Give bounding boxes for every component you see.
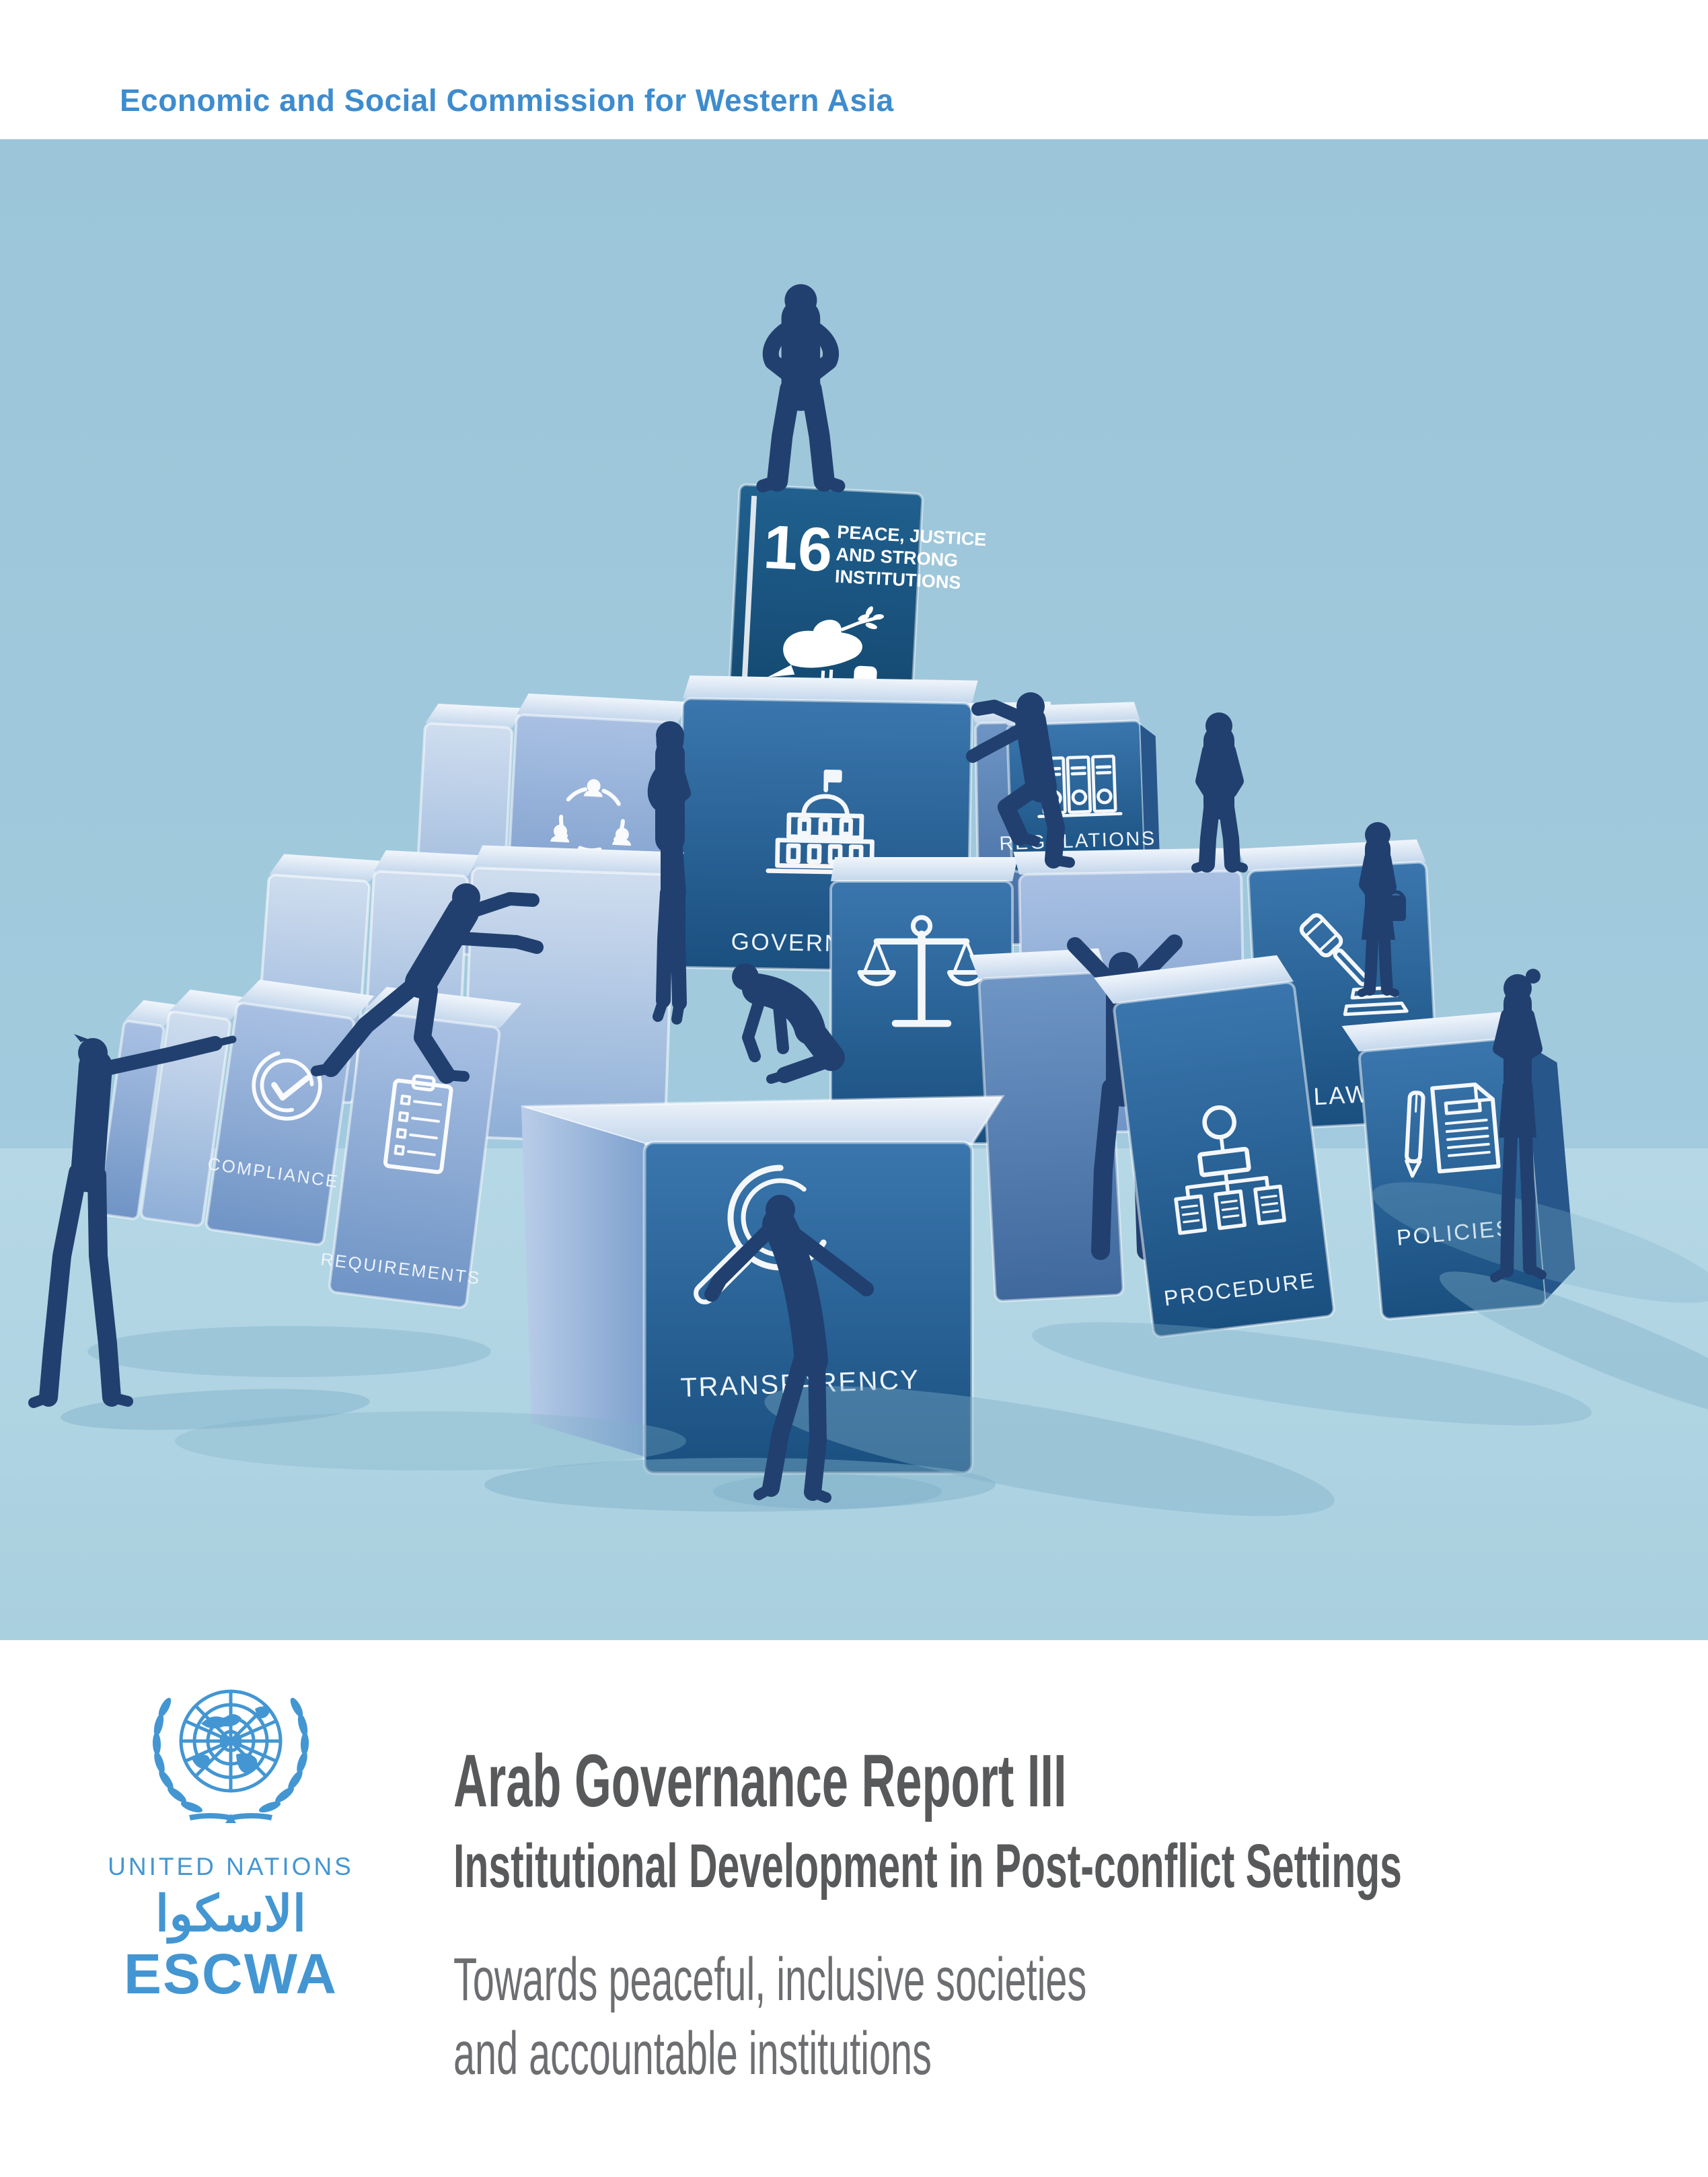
cover-illustration: 16 PEACE, JUSTICE AND STRONG INSTITUTION… <box>0 139 1708 1640</box>
block-blank-t4right <box>969 948 1125 1302</box>
escwa-label: ESCWA <box>123 1942 338 2005</box>
tagline-line2: and accountable institutions <box>453 2020 932 2088</box>
silhouette-businessman <box>1191 712 1248 873</box>
clipboard-checklist-icon <box>383 1074 453 1175</box>
capitol-building-icon <box>766 769 883 875</box>
un-emblem-icon <box>152 1689 309 1823</box>
org-chart-icon <box>1174 1105 1286 1235</box>
silhouette-woman-handbag <box>1358 822 1406 997</box>
document-pen-icon <box>1405 1082 1501 1178</box>
silhouette-woman-bun <box>1490 969 1547 1282</box>
silhouette-seated-woman <box>647 721 691 1025</box>
silhouette-leaning-person <box>704 1195 874 1503</box>
block-requirements: REQUIREMENTS <box>320 986 522 1309</box>
header-band: Economic and Social Commission for Weste… <box>0 0 1708 139</box>
commission-name: Economic and Social Commission for Weste… <box>120 83 894 118</box>
floor-shadows <box>61 1182 1708 1516</box>
tagline-line1: Towards peaceful, inclusive societies <box>453 1946 1087 2014</box>
report-subtitle: Institutional Development in Post-confli… <box>453 1832 1402 1901</box>
silhouette-kneeling-figure <box>732 963 845 1084</box>
un-escwa-logo-block: UNITED NATIONS الاسكوا ESCWA <box>106 1668 355 2002</box>
report-tagline: Towards peaceful, inclusive societies an… <box>453 1944 1708 2092</box>
transparency-top-face <box>521 1095 1005 1145</box>
united-nations-label: UNITED NATIONS <box>108 1853 354 1880</box>
tier4-left-blocks: COMPLIANCE REQUIREMENTS <box>96 980 522 1309</box>
silhouette-man-on-top <box>756 284 846 493</box>
transparency-side-face <box>521 1107 644 1456</box>
title-block: Arab Governance Report III Institutional… <box>453 1740 1708 2092</box>
un-emblem-wreath <box>152 1696 309 1823</box>
escwa-arabic-label: الاسكوا <box>155 1886 307 1942</box>
block-policies: POLICIES <box>1341 1011 1575 1321</box>
silhouette-pushing-man <box>311 883 544 1084</box>
block-blank-t4a <box>96 1000 181 1220</box>
report-title: Arab Governance Report III <box>453 1740 1067 1822</box>
block-blank-pushed <box>461 845 684 1145</box>
block-compliance: COMPLIANCE <box>205 980 375 1246</box>
block-blank-t4b <box>140 989 249 1227</box>
block-procedure: PROCEDURE <box>1094 955 1335 1338</box>
sdg-number: 16 <box>762 513 835 585</box>
footer-band <box>0 1640 1708 2177</box>
un-emblem-continents <box>192 1706 270 1774</box>
silhouette-climbing-man <box>966 692 1075 869</box>
gavel-icon <box>1299 913 1409 1017</box>
silhouette-pointing-man <box>28 1034 237 1408</box>
